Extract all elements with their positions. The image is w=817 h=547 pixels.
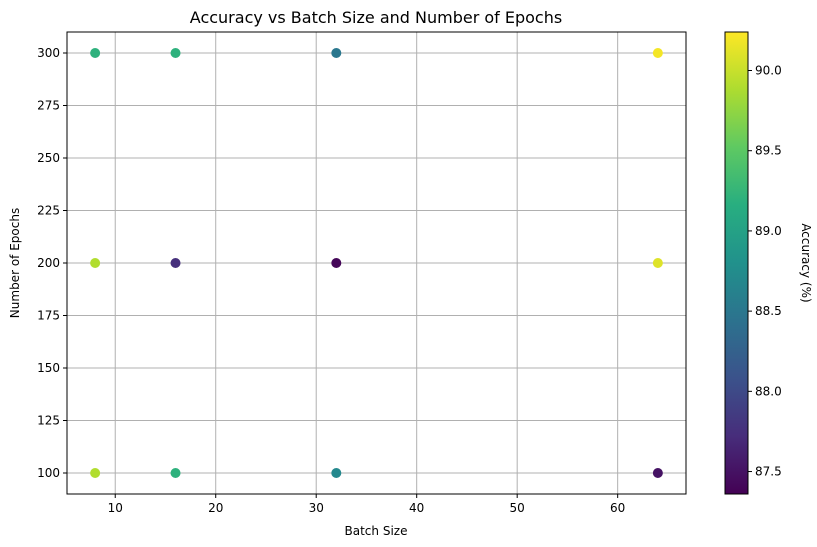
x-tick-label: 60 [610, 501, 625, 515]
scatter-point [90, 48, 101, 58]
y-tick-label: 100 [37, 466, 60, 480]
y-axis-label: Number of Epochs [8, 208, 22, 318]
x-axis-ticks: 10 20 30 40 50 60 [108, 494, 625, 515]
scatter-point [170, 468, 181, 478]
y-tick-label: 225 [37, 204, 60, 218]
colorbar-tick-label: 88.0 [755, 384, 782, 398]
colorbar-label: Accuracy (%) [799, 223, 813, 302]
y-axis-ticks: 100 125 150 175 200 225 250 275 300 [37, 46, 67, 480]
x-axis-label: Batch Size [345, 524, 408, 538]
x-tick-label: 20 [208, 501, 223, 515]
y-tick-label: 125 [37, 414, 60, 428]
chart-title: Accuracy vs Batch Size and Number of Epo… [190, 8, 562, 27]
data-points [90, 48, 663, 478]
y-tick-label: 300 [37, 46, 60, 60]
y-tick-label: 175 [37, 309, 60, 323]
colorbar-ticks: 87.5 88.0 88.5 89.0 89.5 90.0 [748, 64, 782, 479]
x-tick-label: 10 [108, 501, 123, 515]
colorbar-tick-label: 88.5 [755, 304, 782, 318]
scatter-point [90, 258, 101, 268]
scatter-point [331, 258, 342, 268]
colorbar-tick-label: 89.0 [755, 224, 782, 238]
colorbar-gradient [724, 31, 749, 495]
x-tick-label: 50 [510, 501, 525, 515]
colorbar-tick-label: 89.5 [755, 144, 782, 158]
x-tick-label: 30 [309, 501, 324, 515]
y-tick-label: 250 [37, 151, 60, 165]
grid [67, 32, 686, 494]
y-tick-label: 200 [37, 256, 60, 270]
scatter-point [170, 48, 181, 58]
scatter-point [331, 468, 342, 478]
scatter-point [331, 48, 342, 58]
scatter-point [652, 48, 663, 58]
scatter-point [652, 468, 663, 478]
y-tick-label: 150 [37, 361, 60, 375]
scatter-point [652, 258, 663, 268]
y-tick-label: 275 [37, 99, 60, 113]
scatter-point [170, 258, 181, 268]
colorbar: 87.5 88.0 88.5 89.0 89.5 90.0 Accuracy (%) [724, 31, 813, 495]
colorbar-tick-label: 87.5 [755, 465, 782, 479]
scatter-point [90, 468, 101, 478]
colorbar-tick-label: 90.0 [755, 64, 782, 78]
x-tick-label: 40 [409, 501, 424, 515]
